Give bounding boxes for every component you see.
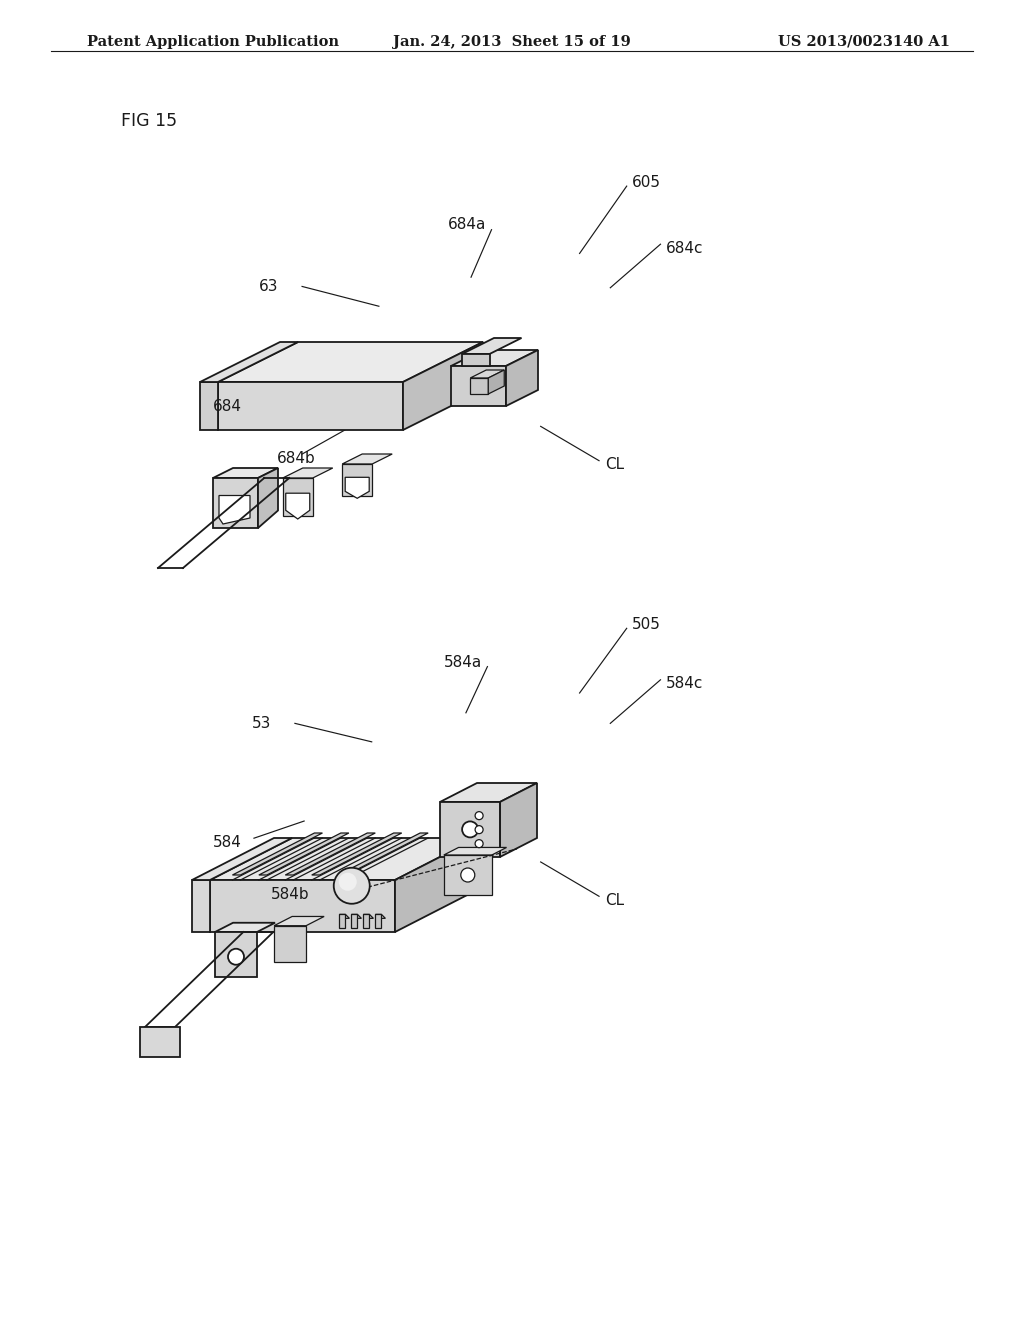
Text: 605: 605 — [632, 174, 660, 190]
Polygon shape — [283, 478, 312, 516]
Circle shape — [339, 873, 356, 891]
Polygon shape — [210, 880, 395, 932]
Polygon shape — [443, 855, 492, 895]
Polygon shape — [342, 465, 372, 496]
Polygon shape — [376, 915, 385, 919]
Polygon shape — [462, 338, 521, 354]
Text: 584b: 584b — [271, 887, 310, 903]
Polygon shape — [338, 833, 428, 875]
Polygon shape — [462, 354, 489, 366]
Circle shape — [475, 812, 483, 820]
Text: FIG 15: FIG 15 — [121, 112, 177, 131]
Text: 584: 584 — [213, 834, 242, 850]
Polygon shape — [218, 342, 483, 381]
Polygon shape — [200, 342, 298, 381]
Polygon shape — [488, 370, 504, 393]
Polygon shape — [403, 342, 483, 430]
Polygon shape — [200, 381, 218, 430]
Text: 584c: 584c — [666, 676, 702, 692]
Polygon shape — [376, 915, 381, 928]
Polygon shape — [218, 381, 403, 430]
Polygon shape — [364, 915, 374, 919]
Polygon shape — [259, 833, 349, 875]
Polygon shape — [311, 833, 401, 875]
Polygon shape — [339, 915, 349, 919]
Polygon shape — [213, 469, 278, 478]
Text: 63: 63 — [259, 279, 279, 294]
Text: 684a: 684a — [447, 216, 486, 232]
Polygon shape — [339, 915, 345, 928]
Text: Patent Application Publication: Patent Application Publication — [87, 34, 339, 49]
Polygon shape — [470, 378, 488, 393]
Circle shape — [334, 867, 370, 904]
Polygon shape — [443, 847, 507, 855]
Text: 53: 53 — [252, 715, 271, 731]
Text: 684c: 684c — [666, 240, 703, 256]
Polygon shape — [193, 880, 210, 932]
Polygon shape — [345, 478, 370, 498]
Polygon shape — [342, 454, 392, 465]
Circle shape — [475, 840, 483, 847]
Polygon shape — [440, 801, 500, 857]
Polygon shape — [258, 469, 278, 528]
Polygon shape — [451, 366, 506, 407]
Polygon shape — [274, 916, 325, 925]
Polygon shape — [274, 925, 306, 962]
Polygon shape — [140, 1027, 180, 1057]
Polygon shape — [364, 915, 370, 928]
Polygon shape — [210, 838, 477, 880]
Polygon shape — [351, 915, 361, 919]
Polygon shape — [213, 478, 258, 528]
Polygon shape — [232, 833, 323, 875]
Text: 505: 505 — [632, 616, 660, 632]
Circle shape — [461, 869, 475, 882]
Circle shape — [475, 825, 483, 834]
Polygon shape — [470, 370, 504, 378]
Polygon shape — [215, 932, 257, 977]
Polygon shape — [451, 350, 538, 366]
Circle shape — [228, 949, 244, 965]
Circle shape — [462, 821, 478, 837]
Polygon shape — [286, 494, 309, 519]
Text: 584a: 584a — [443, 655, 482, 671]
Text: 684: 684 — [213, 399, 242, 414]
Polygon shape — [440, 783, 537, 801]
Polygon shape — [506, 350, 538, 407]
Polygon shape — [193, 838, 292, 880]
Polygon shape — [351, 915, 357, 928]
Polygon shape — [286, 833, 375, 875]
Text: CL: CL — [605, 892, 625, 908]
Text: 684b: 684b — [276, 450, 315, 466]
Polygon shape — [215, 923, 275, 932]
Text: US 2013/0023140 A1: US 2013/0023140 A1 — [778, 34, 950, 49]
Polygon shape — [283, 469, 333, 478]
Polygon shape — [219, 495, 250, 524]
Polygon shape — [500, 783, 537, 857]
Text: CL: CL — [605, 457, 625, 473]
Polygon shape — [395, 838, 477, 932]
Text: Jan. 24, 2013  Sheet 15 of 19: Jan. 24, 2013 Sheet 15 of 19 — [393, 34, 631, 49]
